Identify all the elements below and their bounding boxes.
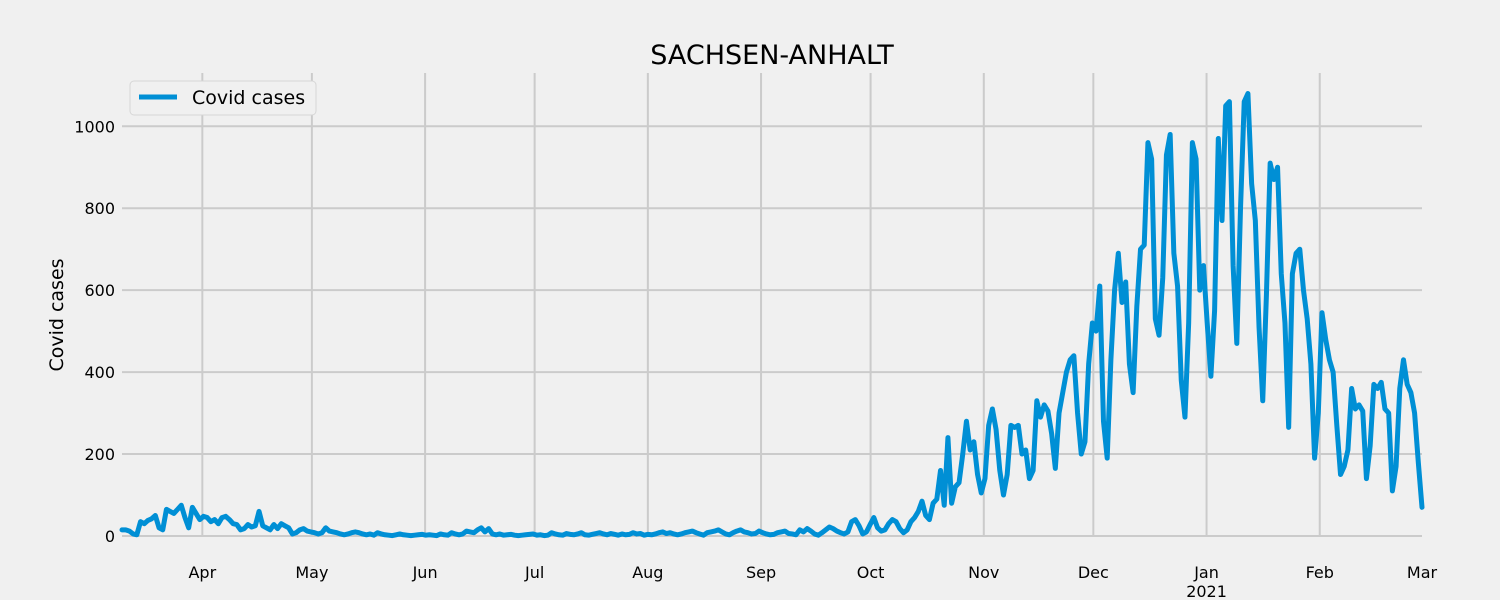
x-tick-label: Mar — [1407, 563, 1438, 582]
x-tick-label: Jun — [412, 563, 438, 582]
x-tick-label: Dec — [1078, 563, 1109, 582]
legend-label: Covid cases — [192, 87, 305, 109]
x-year-label: 2021 — [1186, 582, 1227, 600]
x-tick-label: Apr — [188, 563, 216, 582]
y-tick-label: 600 — [84, 281, 115, 300]
y-tick-label: 800 — [84, 199, 115, 218]
x-tick-label: Oct — [857, 563, 885, 582]
y-tick-label: 200 — [84, 445, 115, 464]
y-tick-label: 0 — [105, 527, 115, 546]
y-tick-label: 400 — [84, 363, 115, 382]
x-tick-label: May — [295, 563, 328, 582]
y-axis-label: Covid cases — [46, 258, 68, 371]
legend-box — [129, 80, 317, 116]
x-tick-label: Feb — [1306, 563, 1334, 582]
y-axis: 0 200 400 600 800 1000 — [74, 117, 115, 546]
chart-title: SACHSEN-ANHALT — [650, 40, 894, 71]
x-tick-label: Jul — [524, 563, 544, 582]
y-tick-label: 1000 — [74, 117, 115, 136]
grid — [122, 73, 1422, 537]
x-tick-label: Jan — [1193, 563, 1219, 582]
x-tick-label: Nov — [968, 563, 999, 582]
x-tick-label: Sep — [746, 563, 776, 582]
legend: Covid cases — [129, 80, 317, 116]
x-tick-label: Aug — [632, 563, 663, 582]
series-line-covid-cases — [119, 90, 1425, 539]
x-axis: Apr May Jun Jul Aug Sep Oct Nov Dec Jan Feb Mar 2021 — [188, 563, 1437, 600]
